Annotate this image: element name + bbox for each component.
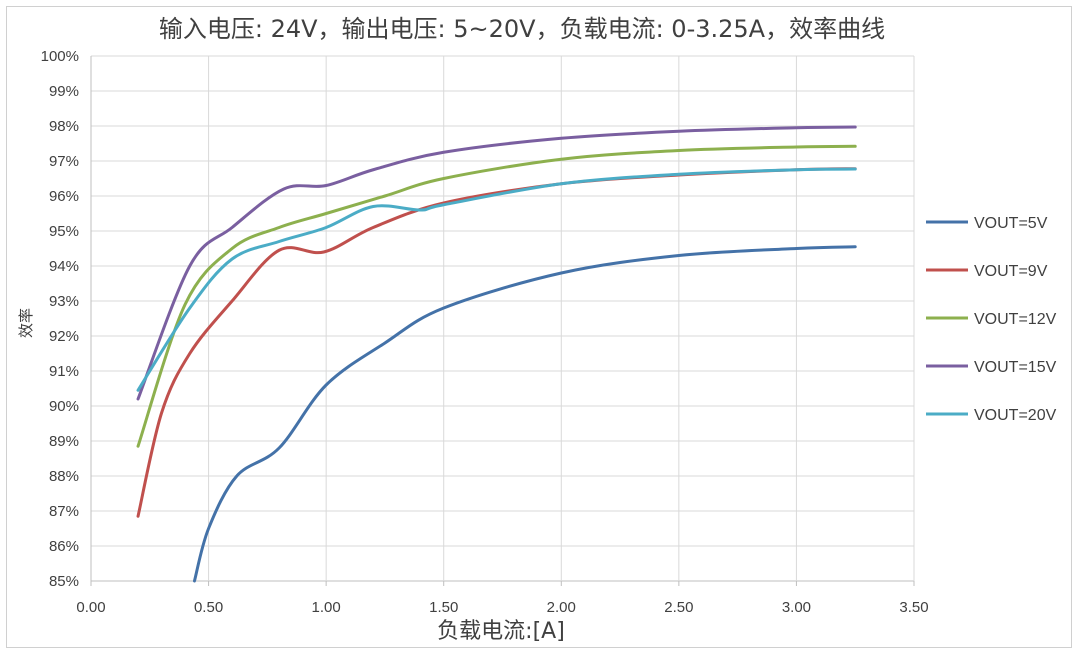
x-tick-label: 2.50 xyxy=(664,599,693,616)
x-tick-label: 0.50 xyxy=(194,599,223,616)
y-tick-label: 96% xyxy=(49,188,79,205)
legend-label-vout-12v: VOUT=12V xyxy=(974,311,1057,328)
axis-ticks: 85% 86% 87% 88% 89% 90% 91% 92% 93% 94% 95% 96% 97% 9… xyxy=(41,48,929,616)
y-tick-label: 98% xyxy=(49,118,79,135)
x-tick-label: 1.50 xyxy=(429,599,458,616)
y-tick-label: 92% xyxy=(49,328,79,345)
chart-title: 输入电压: 24V，输出电压: 5~20V，负载电流: 0-3.25A，效率曲线 xyxy=(159,15,885,43)
y-axis-label: 效率 xyxy=(17,308,35,338)
grid-lines xyxy=(90,55,915,586)
series-line-vout-20v xyxy=(136,167,857,392)
chart-frame xyxy=(6,6,1072,648)
y-tick-label: 99% xyxy=(49,83,79,100)
series-line-vout-9v xyxy=(136,167,857,518)
y-tick-label: 93% xyxy=(49,293,79,310)
y-tick-label: 97% xyxy=(49,153,79,170)
y-tick-label: 89% xyxy=(49,433,79,450)
x-tick-label: 2.00 xyxy=(547,599,576,616)
series-line-vout-15v xyxy=(136,125,857,401)
x-tick-label: 1.00 xyxy=(312,599,341,616)
y-tick-label: 91% xyxy=(49,363,79,380)
x-axis-label: 负载电流:[A] xyxy=(437,619,565,644)
series-line-vout-12v xyxy=(136,144,857,448)
y-tick-label: 88% xyxy=(49,468,79,485)
legend: VOUT=5V VOUT=9V VOUT=12V VOUT=15V VOUT=20V xyxy=(926,215,1057,424)
legend-label-vout-15v: VOUT=15V xyxy=(974,359,1057,376)
series-lines xyxy=(136,125,857,583)
legend-label-vout-9v: VOUT=9V xyxy=(974,263,1048,280)
y-tick-label: 94% xyxy=(49,258,79,275)
x-tick-label: 0.00 xyxy=(76,599,105,616)
y-tick-label: 90% xyxy=(49,398,79,415)
x-tick-label: 3.00 xyxy=(782,599,811,616)
y-tick-label: 85% xyxy=(49,573,79,590)
y-tick-label: 87% xyxy=(49,503,79,520)
y-tick-label: 86% xyxy=(49,538,79,555)
legend-label-vout-20v: VOUT=20V xyxy=(974,407,1057,424)
y-tick-label: 95% xyxy=(49,223,79,240)
legend-label-vout-5v: VOUT=5V xyxy=(974,215,1048,232)
x-tick-label: 3.50 xyxy=(899,599,928,616)
y-tick-label: 100% xyxy=(41,48,79,65)
series-line-vout-5v xyxy=(192,245,857,583)
